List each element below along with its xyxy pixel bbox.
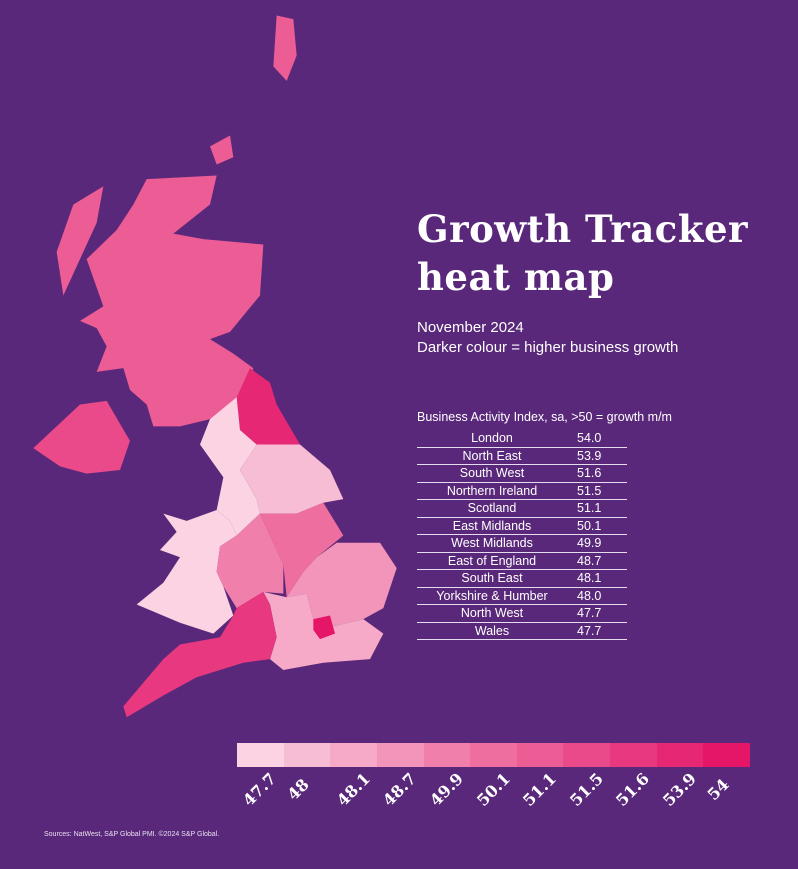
region-wales <box>136 510 237 634</box>
table-row: Northern Ireland 51.5 <box>417 482 627 500</box>
table-row: East of England 48.7 <box>417 552 627 570</box>
region-name: Northern Ireland <box>417 482 567 500</box>
legend-tick: 50.1 <box>472 769 514 810</box>
region-name: East of England <box>417 552 567 570</box>
region-name: Yorkshire & Humber <box>417 587 567 605</box>
legend-swatch <box>237 743 284 767</box>
legend-swatch <box>516 743 564 767</box>
region-shape <box>240 444 344 514</box>
title-line-2: heat map <box>417 255 615 299</box>
region-name: North West <box>417 604 567 623</box>
region-shape <box>80 175 264 427</box>
region-name: South East <box>417 569 567 588</box>
legend-swatch <box>656 743 704 767</box>
legend-swatch <box>330 743 377 767</box>
region-name: North East <box>417 447 567 465</box>
region-name: Wales <box>417 622 567 640</box>
uk-heat-map <box>33 15 397 718</box>
region-value: 51.6 <box>567 464 627 483</box>
region-north-east <box>236 368 300 445</box>
date-label: November 2024 <box>417 319 524 336</box>
region-name: West Midlands <box>417 534 567 553</box>
legend-swatch <box>283 743 331 767</box>
legend-swatch <box>563 743 611 767</box>
legend-swatch <box>470 743 517 767</box>
page-title: Growth Tracker heat map <box>417 205 748 301</box>
table-row: South East 48.1 <box>417 569 627 588</box>
region-table: London 54.0 North East 53.9 South West 51.6 No… <box>417 430 627 640</box>
table-row: North East 53.9 <box>417 447 627 465</box>
region-value: 48.0 <box>567 587 627 605</box>
colour-note: Darker colour = higher business growth <box>417 339 679 356</box>
title-line-1: Growth Tracker <box>417 207 749 251</box>
region-value: 53.9 <box>567 447 627 465</box>
region-yorkshire-humber <box>240 444 344 514</box>
table-row: Wales 47.7 <box>417 622 627 640</box>
region-shape <box>236 368 300 445</box>
region-north-west <box>200 397 260 536</box>
source-note: Sources: NatWest, S&P Global PMI. ©2024 … <box>44 831 220 838</box>
table-heading: Business Activity Index, sa, >50 = growt… <box>417 410 672 424</box>
table-row: South West 51.6 <box>417 464 627 483</box>
region-name: Scotland <box>417 499 567 518</box>
legend-tick: 51.6 <box>612 769 654 810</box>
region-value: 51.1 <box>567 499 627 518</box>
legend-swatch <box>703 743 751 767</box>
region-shape <box>313 615 335 640</box>
region-value: 49.9 <box>567 534 627 553</box>
subtitle: November 2024 Darker colour = higher bus… <box>417 318 678 358</box>
region-shape <box>216 513 284 609</box>
region-shape <box>136 510 237 634</box>
legend-tick: 48.1 <box>332 769 374 810</box>
legend-tick: 49.9 <box>425 769 467 810</box>
region-name: London <box>417 430 567 448</box>
legend-swatch <box>423 743 471 767</box>
region-value: 50.1 <box>567 517 627 535</box>
region-northern-ireland <box>33 400 131 474</box>
table-row: London 54.0 <box>417 430 627 448</box>
region-value: 48.7 <box>567 552 627 570</box>
legend-tick: 51.5 <box>565 769 607 810</box>
legend-tick: 51.1 <box>519 769 561 810</box>
region-value: 51.5 <box>567 482 627 500</box>
region-value: 54.0 <box>567 430 627 448</box>
table-row: Scotland 51.1 <box>417 499 627 518</box>
region-east-midlands <box>260 502 344 598</box>
legend-tick: 54 <box>703 774 733 805</box>
legend-tick: 48.7 <box>379 769 421 810</box>
region-london <box>313 615 335 640</box>
region-name: South West <box>417 464 567 483</box>
table-row: North West 47.7 <box>417 604 627 623</box>
region-shape <box>210 135 234 165</box>
region-shape <box>260 502 344 598</box>
colour-scale-legend <box>237 743 751 767</box>
region-value: 48.1 <box>567 569 627 588</box>
legend-swatch <box>376 743 424 767</box>
region-shape <box>56 186 104 296</box>
table-row: East Midlands 50.1 <box>417 517 627 535</box>
table-row: West Midlands 49.9 <box>417 534 627 553</box>
region-value: 47.7 <box>567 622 627 640</box>
legend-swatch <box>610 743 657 767</box>
region-shape <box>286 542 397 627</box>
region-west-midlands <box>216 513 284 609</box>
legend-tick-labels: 47.7 48 48.1 48.7 49.9 50.1 51.1 51.5 51.6 53.9 54 <box>237 769 750 820</box>
table-row: Yorkshire & Humber 48.0 <box>417 587 627 605</box>
region-scotland <box>56 15 297 427</box>
legend-tick: 53.9 <box>659 769 701 810</box>
legend-tick: 48 <box>283 774 313 805</box>
region-east-of-england <box>286 542 397 627</box>
legend-tick: 47.7 <box>239 769 281 810</box>
region-shape <box>123 591 277 718</box>
region-south-west <box>123 591 277 718</box>
region-value: 47.7 <box>567 604 627 623</box>
region-shape <box>33 400 131 474</box>
region-shape <box>200 397 260 536</box>
region-name: East Midlands <box>417 517 567 535</box>
region-shape <box>273 15 297 81</box>
